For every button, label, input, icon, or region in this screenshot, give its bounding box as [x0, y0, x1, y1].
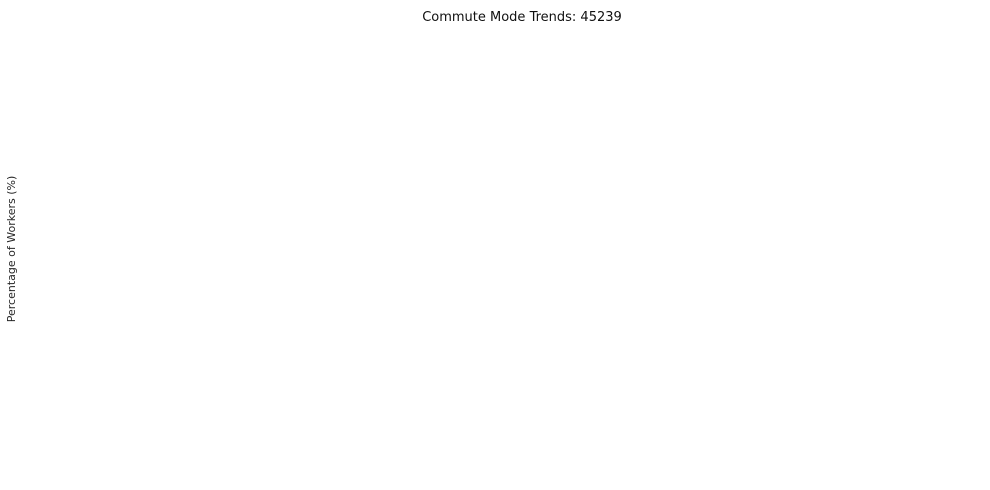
chart-title: Commute Mode Trends: 45239	[422, 10, 622, 25]
y-axis-label: Percentage of Workers (%)	[5, 176, 18, 323]
